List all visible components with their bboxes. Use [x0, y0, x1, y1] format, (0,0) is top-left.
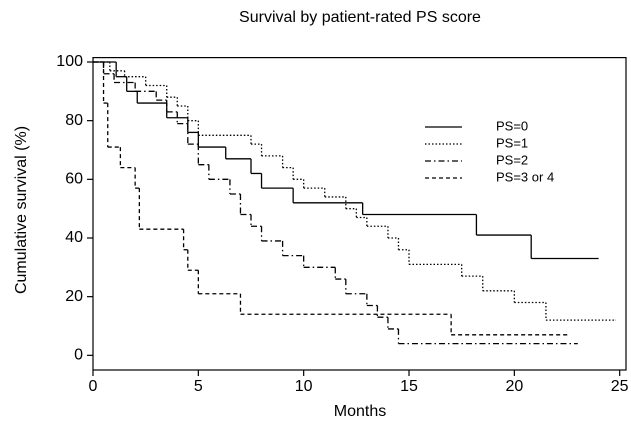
y-tick-label: 20	[65, 288, 83, 305]
x-axis-label: Months	[334, 403, 386, 420]
y-tick-label: 100	[56, 53, 83, 70]
y-tick-label: 60	[65, 171, 83, 188]
x-tick-label: 0	[89, 378, 98, 395]
y-tick-label: 80	[65, 112, 83, 129]
legend-label: PS=3 or 4	[496, 169, 554, 184]
x-tick-label: 5	[194, 378, 203, 395]
chart-title: Survival by patient-rated PS score	[239, 9, 481, 26]
plot-frame	[92, 56, 627, 371]
x-tick-label: 10	[295, 378, 313, 395]
legend-label: PS=0	[496, 118, 528, 133]
x-tick-label: 15	[400, 378, 418, 395]
x-tick-label: 25	[611, 378, 629, 395]
legend-label: PS=2	[496, 152, 528, 167]
x-tick-label: 20	[505, 378, 523, 395]
y-axis-label: Cumulative survival (%)	[13, 126, 30, 294]
y-tick-label: 40	[65, 229, 83, 246]
y-tick-label: 0	[74, 347, 83, 364]
legend-label: PS=1	[496, 135, 528, 150]
